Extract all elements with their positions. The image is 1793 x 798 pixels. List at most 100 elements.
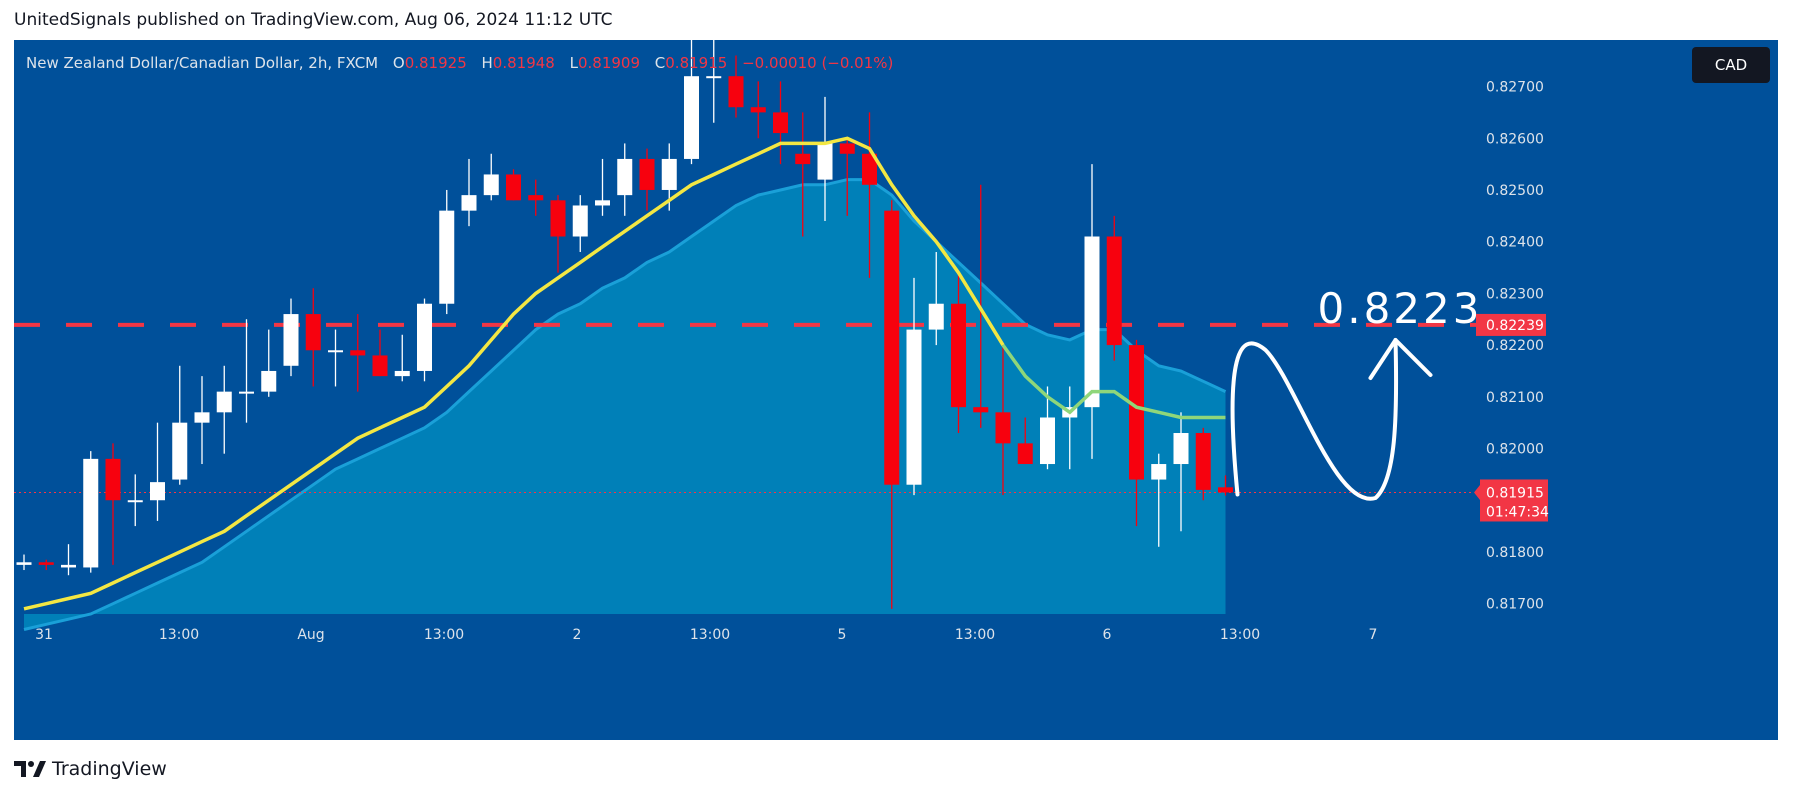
candle-body bbox=[1084, 236, 1100, 408]
level-price-tag bbox=[1476, 313, 1546, 336]
y-tick-label: 0.82100 bbox=[1486, 390, 1544, 406]
candle bbox=[38, 559, 54, 571]
candle-body bbox=[617, 158, 633, 196]
y-tick-label: 0.81700 bbox=[1486, 597, 1544, 613]
candle bbox=[862, 112, 877, 278]
candle-body bbox=[417, 303, 432, 371]
tradingview-logo-icon bbox=[14, 761, 46, 777]
candle bbox=[795, 112, 811, 237]
price-chart[interactable]: 0.8223 0.82700 0.82600 0.82500 0.82400 0.8230… bbox=[14, 40, 1778, 740]
candle bbox=[839, 138, 855, 216]
candle-body bbox=[906, 329, 922, 485]
candle bbox=[595, 158, 610, 216]
low-value: 0.81909 bbox=[577, 54, 640, 72]
candle bbox=[439, 189, 455, 315]
candle-body bbox=[839, 143, 855, 154]
x-tick-label: 7 bbox=[1369, 627, 1378, 643]
currency-badge[interactable]: CAD bbox=[1692, 47, 1770, 83]
x-tick-label: Aug bbox=[297, 627, 324, 643]
projection-path bbox=[1230, 338, 1399, 501]
high-value: 0.81948 bbox=[492, 54, 555, 72]
candle-body bbox=[172, 422, 188, 480]
candle bbox=[305, 288, 321, 387]
y-tick-label: 0.82400 bbox=[1486, 235, 1544, 251]
y-tick-label: 0.82300 bbox=[1486, 286, 1544, 302]
envelope-area bbox=[24, 179, 1226, 630]
y-tick-label: 0.82000 bbox=[1486, 442, 1544, 458]
candle bbox=[1173, 412, 1189, 532]
last-price-tag bbox=[1480, 479, 1548, 522]
candle-body bbox=[61, 564, 76, 568]
candle bbox=[1084, 164, 1100, 459]
y-tick-label: 0.82600 bbox=[1486, 131, 1544, 147]
x-tick-label: 5 bbox=[838, 627, 847, 643]
candle-body bbox=[16, 562, 32, 565]
candle bbox=[16, 554, 32, 571]
candle-body bbox=[550, 200, 566, 237]
candle bbox=[417, 298, 432, 382]
candle bbox=[61, 544, 76, 576]
candle bbox=[528, 179, 544, 216]
tradingview-footer[interactable]: TradingView bbox=[14, 758, 167, 780]
candle-body bbox=[1017, 443, 1033, 465]
candle bbox=[906, 277, 922, 496]
chart-frame[interactable]: 0.8223 0.82700 0.82600 0.82500 0.82400 0.8230… bbox=[14, 40, 1778, 740]
candle-body bbox=[127, 500, 143, 503]
candle bbox=[1106, 215, 1122, 361]
candle-body bbox=[1218, 487, 1233, 493]
candle-body bbox=[239, 391, 254, 394]
candle bbox=[283, 298, 299, 377]
x-tick-label: 13:00 bbox=[955, 627, 995, 643]
y-tick-label: 0.82700 bbox=[1486, 80, 1544, 96]
symbol-name: New Zealand Dollar/Canadian Dollar, 2h, … bbox=[26, 54, 379, 72]
candle bbox=[350, 314, 366, 392]
y-tick-label: 0.81800 bbox=[1486, 545, 1544, 561]
candle-body bbox=[639, 158, 655, 190]
change-value: −0.00010 (−0.01%) bbox=[742, 54, 894, 72]
candle-body bbox=[305, 314, 321, 351]
candle bbox=[239, 319, 254, 423]
candle-body bbox=[506, 174, 521, 201]
candle-body bbox=[261, 370, 277, 392]
candle-body bbox=[38, 562, 54, 565]
candle-body bbox=[595, 200, 610, 206]
y-tick-label: 0.82200 bbox=[1486, 338, 1544, 354]
candle-body bbox=[951, 303, 966, 408]
candle-body bbox=[884, 210, 900, 485]
ema-fast-line bbox=[23, 136, 1005, 611]
tradingview-brand: TradingView bbox=[52, 758, 167, 780]
candle-body bbox=[1040, 417, 1055, 465]
candle-body bbox=[1106, 236, 1122, 346]
candle bbox=[105, 443, 121, 565]
candle bbox=[1129, 339, 1144, 527]
candle bbox=[216, 365, 232, 454]
candle bbox=[706, 40, 722, 123]
candle-body bbox=[461, 195, 477, 211]
candle-body bbox=[773, 112, 788, 134]
high-label: H bbox=[481, 54, 493, 72]
candle-body bbox=[194, 412, 210, 423]
candle bbox=[1017, 417, 1033, 465]
candle bbox=[639, 148, 655, 211]
candle-body bbox=[350, 350, 366, 356]
candle-body bbox=[817, 143, 833, 180]
candle-body bbox=[661, 158, 677, 190]
close-value: 0.81915 bbox=[665, 54, 728, 72]
candle-body bbox=[1173, 433, 1189, 465]
candle-body bbox=[795, 153, 811, 165]
bar-countdown: 01:47:34 bbox=[1486, 504, 1549, 520]
low-label: L bbox=[569, 54, 578, 72]
candle bbox=[617, 143, 633, 216]
candle bbox=[461, 158, 477, 227]
candle bbox=[394, 334, 410, 382]
candle bbox=[817, 96, 833, 221]
x-tick-label: 6 bbox=[1103, 627, 1112, 643]
candle-body bbox=[1195, 433, 1211, 490]
candle bbox=[1218, 475, 1233, 496]
candle-body bbox=[372, 355, 388, 377]
candle-body bbox=[862, 153, 877, 185]
candle bbox=[483, 153, 499, 201]
candle bbox=[773, 81, 788, 165]
x-tick-label: 13:00 bbox=[159, 627, 199, 643]
candle bbox=[1195, 427, 1211, 501]
